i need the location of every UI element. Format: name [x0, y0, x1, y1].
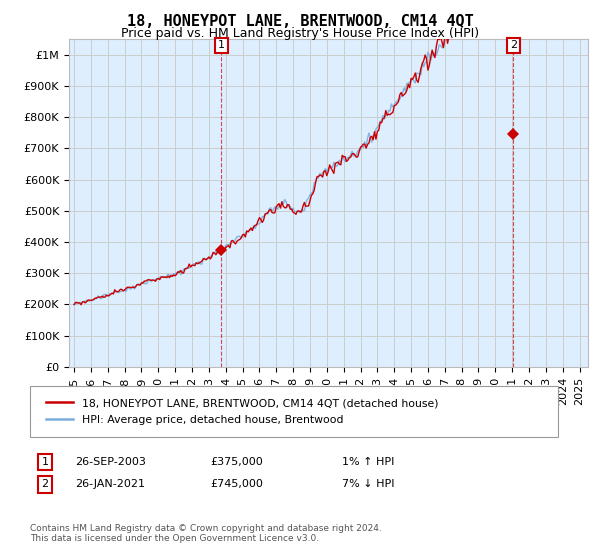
Text: 26-SEP-2003: 26-SEP-2003 — [75, 457, 146, 467]
Text: 2: 2 — [510, 40, 517, 50]
Text: £375,000: £375,000 — [210, 457, 263, 467]
Text: Price paid vs. HM Land Registry's House Price Index (HPI): Price paid vs. HM Land Registry's House … — [121, 27, 479, 40]
Text: 18, HONEYPOT LANE, BRENTWOOD, CM14 4QT: 18, HONEYPOT LANE, BRENTWOOD, CM14 4QT — [127, 14, 473, 29]
Text: 26-JAN-2021: 26-JAN-2021 — [75, 479, 145, 489]
FancyBboxPatch shape — [30, 386, 558, 437]
Text: 2: 2 — [41, 479, 49, 489]
Text: 7% ↓ HPI: 7% ↓ HPI — [342, 479, 395, 489]
Text: £745,000: £745,000 — [210, 479, 263, 489]
Legend: 18, HONEYPOT LANE, BRENTWOOD, CM14 4QT (detached house), HPI: Average price, det: 18, HONEYPOT LANE, BRENTWOOD, CM14 4QT (… — [41, 393, 444, 431]
Text: Contains HM Land Registry data © Crown copyright and database right 2024.
This d: Contains HM Land Registry data © Crown c… — [30, 524, 382, 543]
Text: 1: 1 — [218, 40, 225, 50]
Text: 1: 1 — [41, 457, 49, 467]
Text: 1% ↑ HPI: 1% ↑ HPI — [342, 457, 394, 467]
